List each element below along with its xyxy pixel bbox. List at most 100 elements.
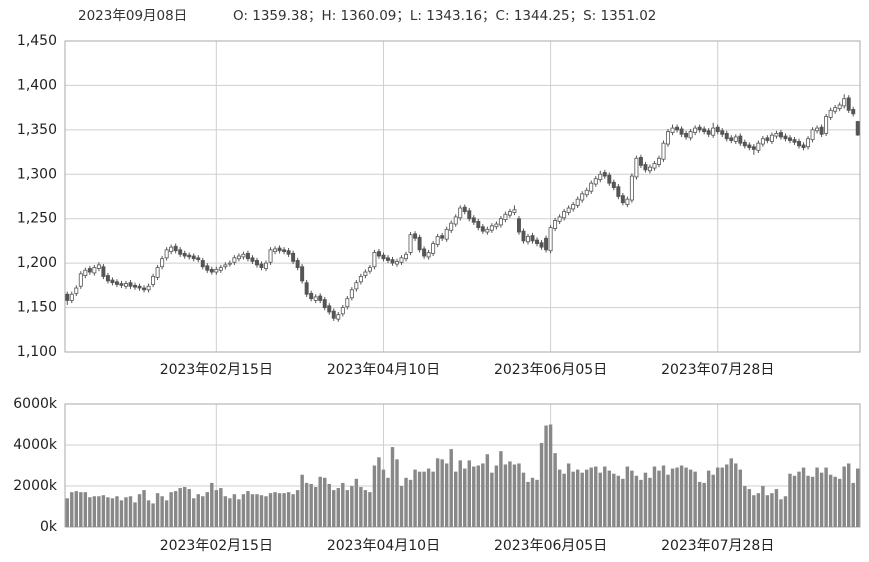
volume-bar xyxy=(788,473,792,527)
candle-body xyxy=(819,126,824,135)
volume-bar xyxy=(309,483,313,527)
volume-bar xyxy=(521,472,526,527)
volume-bar xyxy=(169,492,173,527)
volume-bar xyxy=(313,487,318,527)
candle-body xyxy=(670,127,675,133)
candle-body xyxy=(634,157,639,178)
volume-bar xyxy=(399,486,404,527)
volume-bar xyxy=(92,496,97,527)
candle-body xyxy=(688,131,693,139)
plot-frame xyxy=(64,40,861,353)
candle-body xyxy=(611,181,616,189)
volume-bar xyxy=(426,468,431,527)
volume-bar xyxy=(377,457,381,527)
volume-bar xyxy=(797,471,801,527)
volume-bar xyxy=(232,494,237,527)
candle-body xyxy=(815,127,820,132)
volume-bar xyxy=(282,493,286,527)
candle-body xyxy=(711,127,716,136)
volume-bar xyxy=(720,467,724,527)
volume-bar xyxy=(404,477,408,527)
volume-bar xyxy=(241,494,246,527)
volume-bar xyxy=(684,467,688,527)
volume-bar xyxy=(761,486,765,527)
candle-body xyxy=(205,265,210,271)
volume-bar xyxy=(128,496,133,527)
candle-body xyxy=(485,228,490,233)
volume-bar xyxy=(743,486,747,527)
candle-body xyxy=(675,126,680,131)
volume-bar xyxy=(571,471,575,527)
candle-body xyxy=(503,213,508,221)
volume-bar xyxy=(856,468,860,527)
volume-bar xyxy=(625,466,630,527)
candle-body xyxy=(200,260,205,268)
volume-bar xyxy=(246,491,250,527)
candle-body xyxy=(78,273,83,287)
volume-bar xyxy=(490,472,494,527)
candle-body xyxy=(742,141,747,147)
volume-bar xyxy=(318,476,322,527)
volume-bar xyxy=(589,467,593,527)
y-tick-label: 1,400 xyxy=(17,77,57,93)
volume-bar xyxy=(219,488,223,527)
volume-bar xyxy=(70,492,74,527)
candle-body xyxy=(589,182,594,192)
candle-body xyxy=(620,195,625,204)
volume-bar xyxy=(652,466,657,527)
candle-body xyxy=(444,228,449,240)
candle-body xyxy=(273,248,278,252)
candle-body xyxy=(187,254,192,258)
candle-body xyxy=(376,251,381,257)
volume-bar xyxy=(512,464,517,527)
candle-body xyxy=(345,298,350,308)
volume-bar xyxy=(621,478,625,527)
volume-bar xyxy=(79,492,83,527)
volume-bar xyxy=(119,500,124,527)
volume-bar xyxy=(729,458,733,527)
candle-body xyxy=(119,283,124,286)
candle-body xyxy=(566,207,571,213)
candle-body xyxy=(778,132,783,138)
candle-body xyxy=(539,242,544,248)
volume-bar xyxy=(110,498,115,527)
volume-bar xyxy=(476,465,481,527)
volume-bar xyxy=(137,494,142,527)
candle-body xyxy=(101,266,106,277)
candle-body xyxy=(715,126,720,133)
header-summary: O: 1359.38；H: 1360.09；L: 1343.16；C: 1344… xyxy=(233,8,656,24)
volume-bar xyxy=(304,482,309,527)
volume-bar xyxy=(837,478,842,527)
volume-bar xyxy=(88,497,92,527)
candle-body xyxy=(747,144,752,149)
candle-body xyxy=(851,109,856,115)
volume-bar xyxy=(530,477,535,527)
candle-body xyxy=(828,109,833,118)
candle-body xyxy=(625,198,630,205)
volume-bar xyxy=(332,490,336,527)
volume-bar xyxy=(454,471,458,527)
candle-body xyxy=(69,293,74,301)
volume-bar xyxy=(670,468,675,527)
candle-body xyxy=(413,233,418,239)
candle-body xyxy=(544,237,549,251)
volume-bar xyxy=(711,474,715,527)
candle-body xyxy=(92,267,97,274)
volume-bar xyxy=(657,470,661,527)
volume-bar xyxy=(810,476,815,527)
volume-bar xyxy=(345,490,350,527)
candle-body xyxy=(399,257,404,263)
candle-body xyxy=(657,157,661,165)
candle-body xyxy=(114,281,119,285)
volume-bar xyxy=(196,494,200,527)
volume-bar xyxy=(715,467,720,527)
header-date: 2023年09月08日 xyxy=(78,8,187,24)
candle-body xyxy=(724,133,729,140)
candle-body xyxy=(322,299,327,308)
candle-body xyxy=(286,250,291,255)
volume-bar xyxy=(83,492,88,527)
candle-body xyxy=(254,260,259,266)
candle-body xyxy=(471,217,476,223)
candle-body xyxy=(638,157,643,166)
candle-body xyxy=(151,276,156,285)
